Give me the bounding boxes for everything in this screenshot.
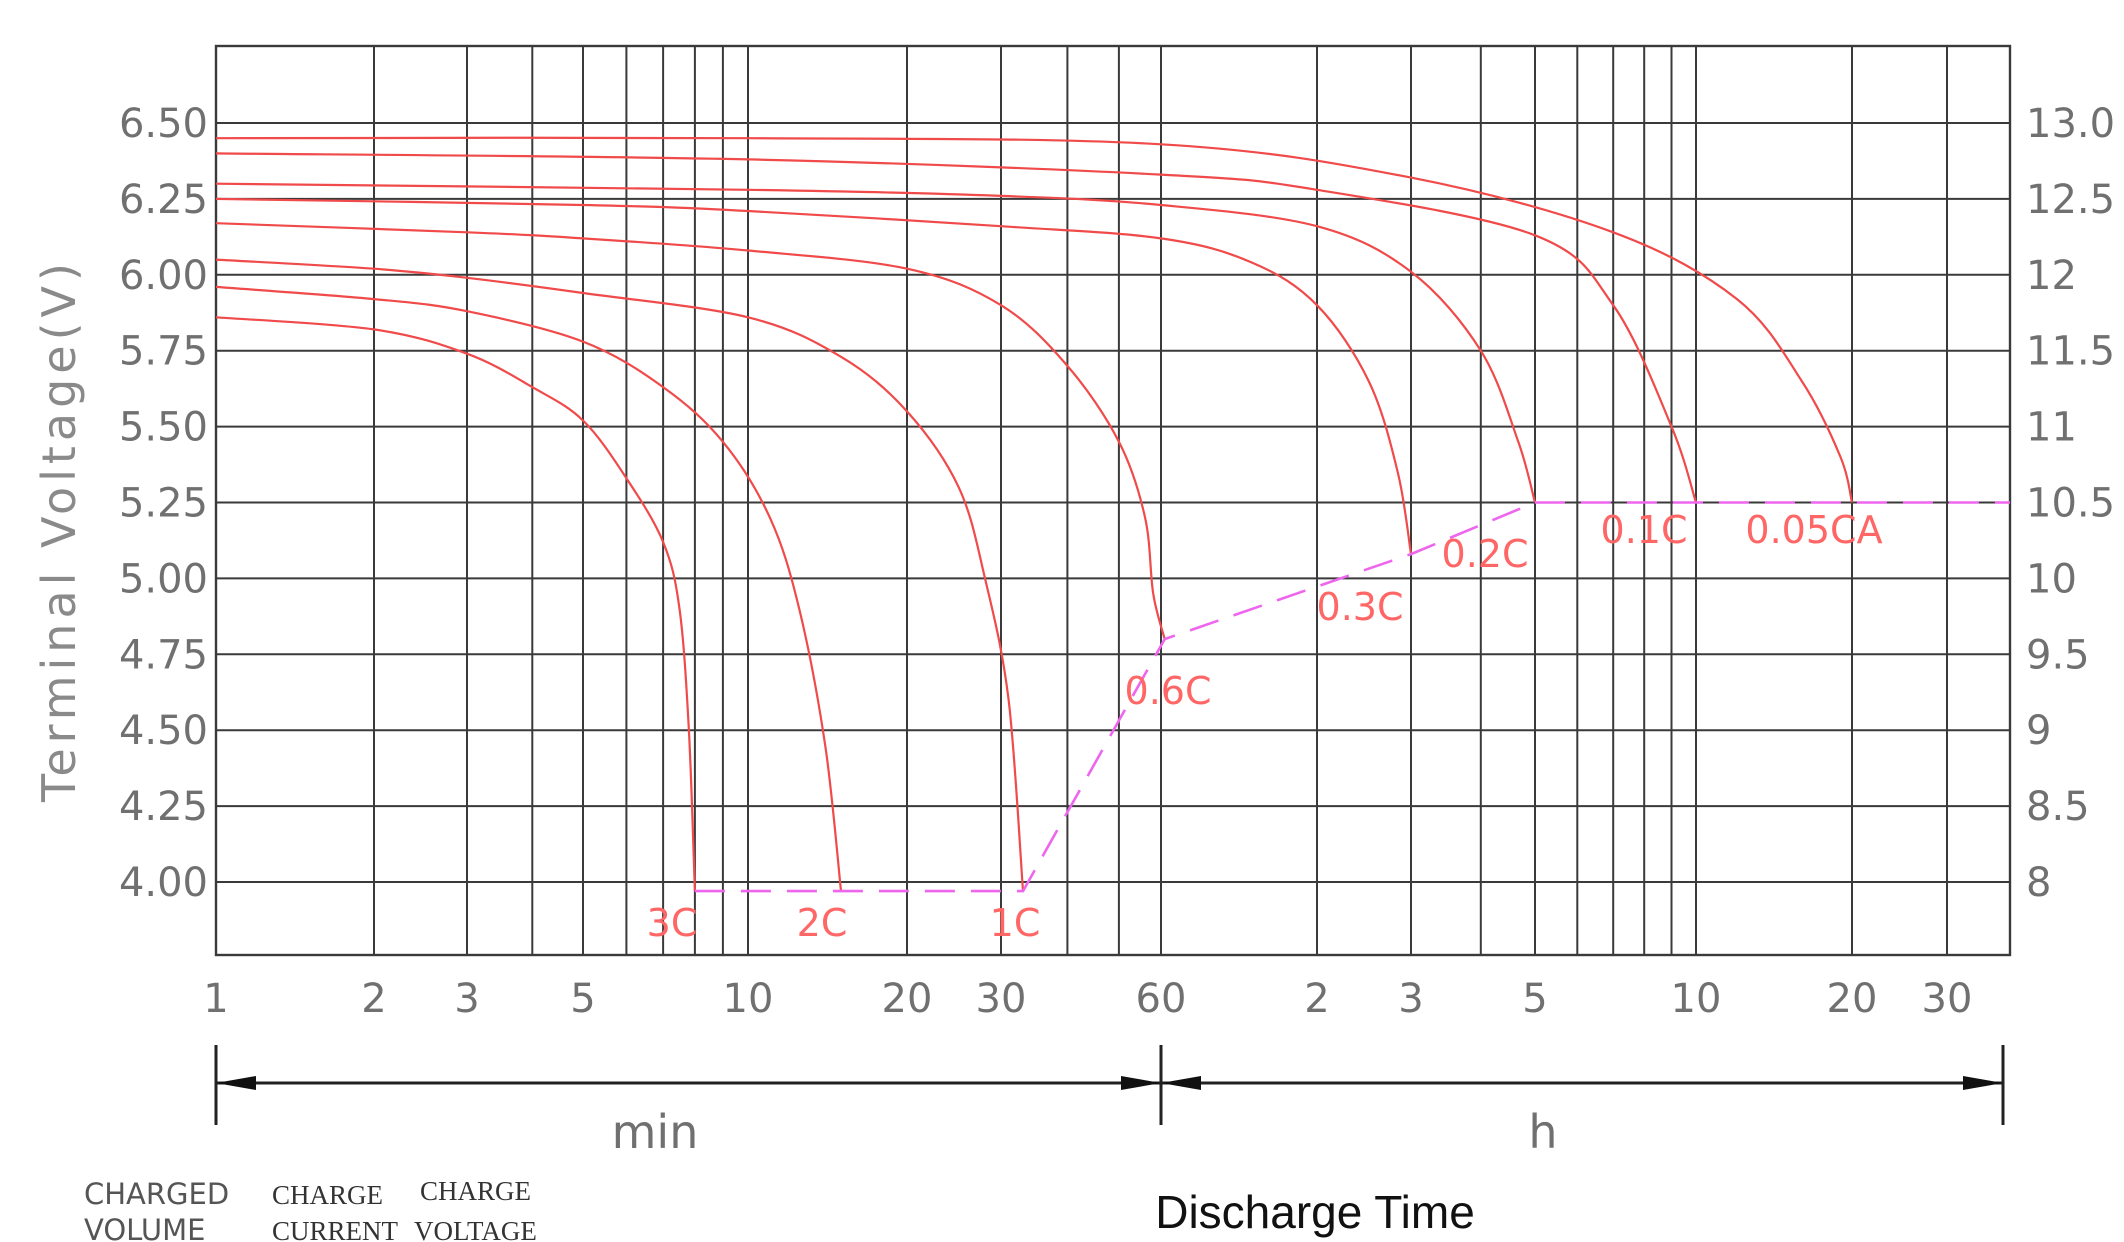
y-tick-label: 5.00 [119,556,208,602]
x-tick-label: 1 [203,976,228,1022]
series-line-0p6c [215,222,1166,640]
x-tick-label: 20 [1827,976,1878,1022]
min-arrow-right-head [1121,1076,1161,1090]
time-range-arrows: min h [214,1045,2005,1159]
x-tick-label: 20 [882,976,933,1022]
y-tick-label-right: 12 [2026,253,2077,299]
legend-charged-line2: VOLUME [84,1213,205,1242]
y-tick-label-right: 10 [2026,556,2077,602]
y-tick-label-right: 11 [2026,405,2077,451]
curve-label-0p6c: 0.6C [1125,669,1212,713]
x-tick-label: 2 [1304,976,1329,1022]
x-tick-label: 30 [976,976,1027,1022]
tick-labels: 4.00 4.25 4.50 4.75 5.00 5.25 5.50 5.75 6.00 6.25… [119,101,2115,1022]
y-tick-label: 5.25 [119,481,208,527]
min-unit-label: min [612,1105,699,1159]
y-tick-label: 5.50 [119,405,208,451]
cutoff-voltage-line [694,501,2010,893]
y-tick-label: 6.25 [119,177,208,223]
legend-charged-line1: CHARGED [84,1177,229,1211]
y-tick-label: 4.25 [119,784,208,830]
grid-lines [214,44,2012,957]
curve-label-3c: 3C [647,901,698,945]
y-tick-label: 6.50 [119,101,208,147]
y-tick-label-right: 11.5 [2026,329,2115,375]
y-axis-label: Terminal Voltage(V) [32,258,86,803]
legend-current-line2: CURRENT [272,1216,399,1242]
curve-label-0p05ca: 0.05CA [1745,508,1882,552]
x-axis-title: Discharge Time [1155,1186,1475,1238]
h-arrow-left-head [1161,1076,1201,1090]
y-tick-label: 5.75 [119,329,208,375]
series-line-2c [215,285,843,892]
y-tick-label: 4.75 [119,632,208,678]
series-line-1c [215,258,1025,892]
y-tick-label-right: 8 [2026,860,2051,906]
charge-legend: CHARGED VOLUME CHARGE CURRENT CHARGE VOL… [84,1176,537,1242]
series-line-0p1c [215,152,1698,503]
legend-voltage-line2: VOLTAGE [414,1216,537,1242]
curve-label-2c: 2C [797,901,848,945]
series-line-0p05ca [215,136,1854,503]
y-tick-label-right: 9 [2026,708,2051,754]
discharge-curves [215,136,1854,892]
curve-label-1c: 1C [990,901,1041,945]
h-arrow-right-head [1963,1076,2003,1090]
x-tick-label: 30 [1922,976,1973,1022]
h-unit-label: h [1528,1105,1557,1159]
y-tick-label-right: 9.5 [2026,632,2090,678]
legend-voltage-line1: CHARGE [420,1176,531,1206]
x-tick-label: 60 [1136,976,1187,1022]
x-tick-label: 3 [454,976,479,1022]
y-tick-label-right: 10.5 [2026,481,2115,527]
curve-label-0p2c: 0.2C [1442,532,1529,576]
min-arrow-left-head [216,1076,256,1090]
y-tick-label-right: 8.5 [2026,784,2090,830]
series-line-0p2c [215,182,1537,503]
curve-label-0p1c: 0.1C [1601,508,1688,552]
y-tick-label: 6.00 [119,253,208,299]
y-tick-label: 4.50 [119,708,208,754]
x-tick-label: 2 [361,976,386,1022]
y-tick-label-right: 12.5 [2026,177,2115,223]
x-tick-label: 10 [723,976,774,1022]
x-tick-label: 10 [1671,976,1722,1022]
plot-frame [214,44,2012,957]
x-tick-label: 5 [570,976,595,1022]
curve-labels: 3C 2C 1C 0.6C 0.3C 0.2C 0.1C 0.05CA [647,508,1883,945]
cutoff-dashed-line [694,501,2010,893]
x-tick-label: 3 [1398,976,1423,1022]
x-tick-label: 5 [1522,976,1547,1022]
legend-current-line1: CHARGE [272,1180,383,1210]
series-line-3c [215,316,696,892]
curve-label-0p3c: 0.3C [1317,585,1404,629]
y-tick-label-right: 13.0 [2026,101,2115,147]
series-line-0p3c [215,197,1413,555]
y-tick-label: 4.00 [119,860,208,906]
